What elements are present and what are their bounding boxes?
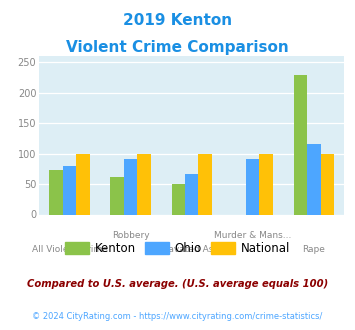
Text: Robbery: Robbery bbox=[112, 231, 149, 240]
Bar bbox=[63, 166, 76, 214]
Bar bbox=[76, 153, 90, 214]
Text: Rape: Rape bbox=[302, 245, 325, 254]
Bar bbox=[185, 174, 198, 214]
Bar bbox=[260, 153, 273, 214]
Legend: Kenton, Ohio, National: Kenton, Ohio, National bbox=[60, 237, 295, 259]
Bar bbox=[294, 75, 307, 214]
Bar bbox=[49, 170, 63, 215]
Bar bbox=[171, 184, 185, 214]
Text: All Violent Crime: All Violent Crime bbox=[32, 245, 108, 254]
Text: Murder & Mans...: Murder & Mans... bbox=[214, 231, 291, 240]
Bar bbox=[124, 159, 137, 214]
Bar bbox=[198, 153, 212, 214]
Bar bbox=[307, 145, 321, 214]
Bar bbox=[110, 177, 124, 215]
Text: Compared to U.S. average. (U.S. average equals 100): Compared to U.S. average. (U.S. average … bbox=[27, 279, 328, 289]
Bar bbox=[137, 153, 151, 214]
Text: © 2024 CityRating.com - https://www.cityrating.com/crime-statistics/: © 2024 CityRating.com - https://www.city… bbox=[32, 312, 323, 321]
Bar bbox=[321, 153, 334, 214]
Text: Aggravated Assault: Aggravated Assault bbox=[147, 245, 236, 254]
Text: 2019 Kenton: 2019 Kenton bbox=[123, 13, 232, 28]
Text: Violent Crime Comparison: Violent Crime Comparison bbox=[66, 40, 289, 54]
Bar bbox=[246, 159, 260, 214]
